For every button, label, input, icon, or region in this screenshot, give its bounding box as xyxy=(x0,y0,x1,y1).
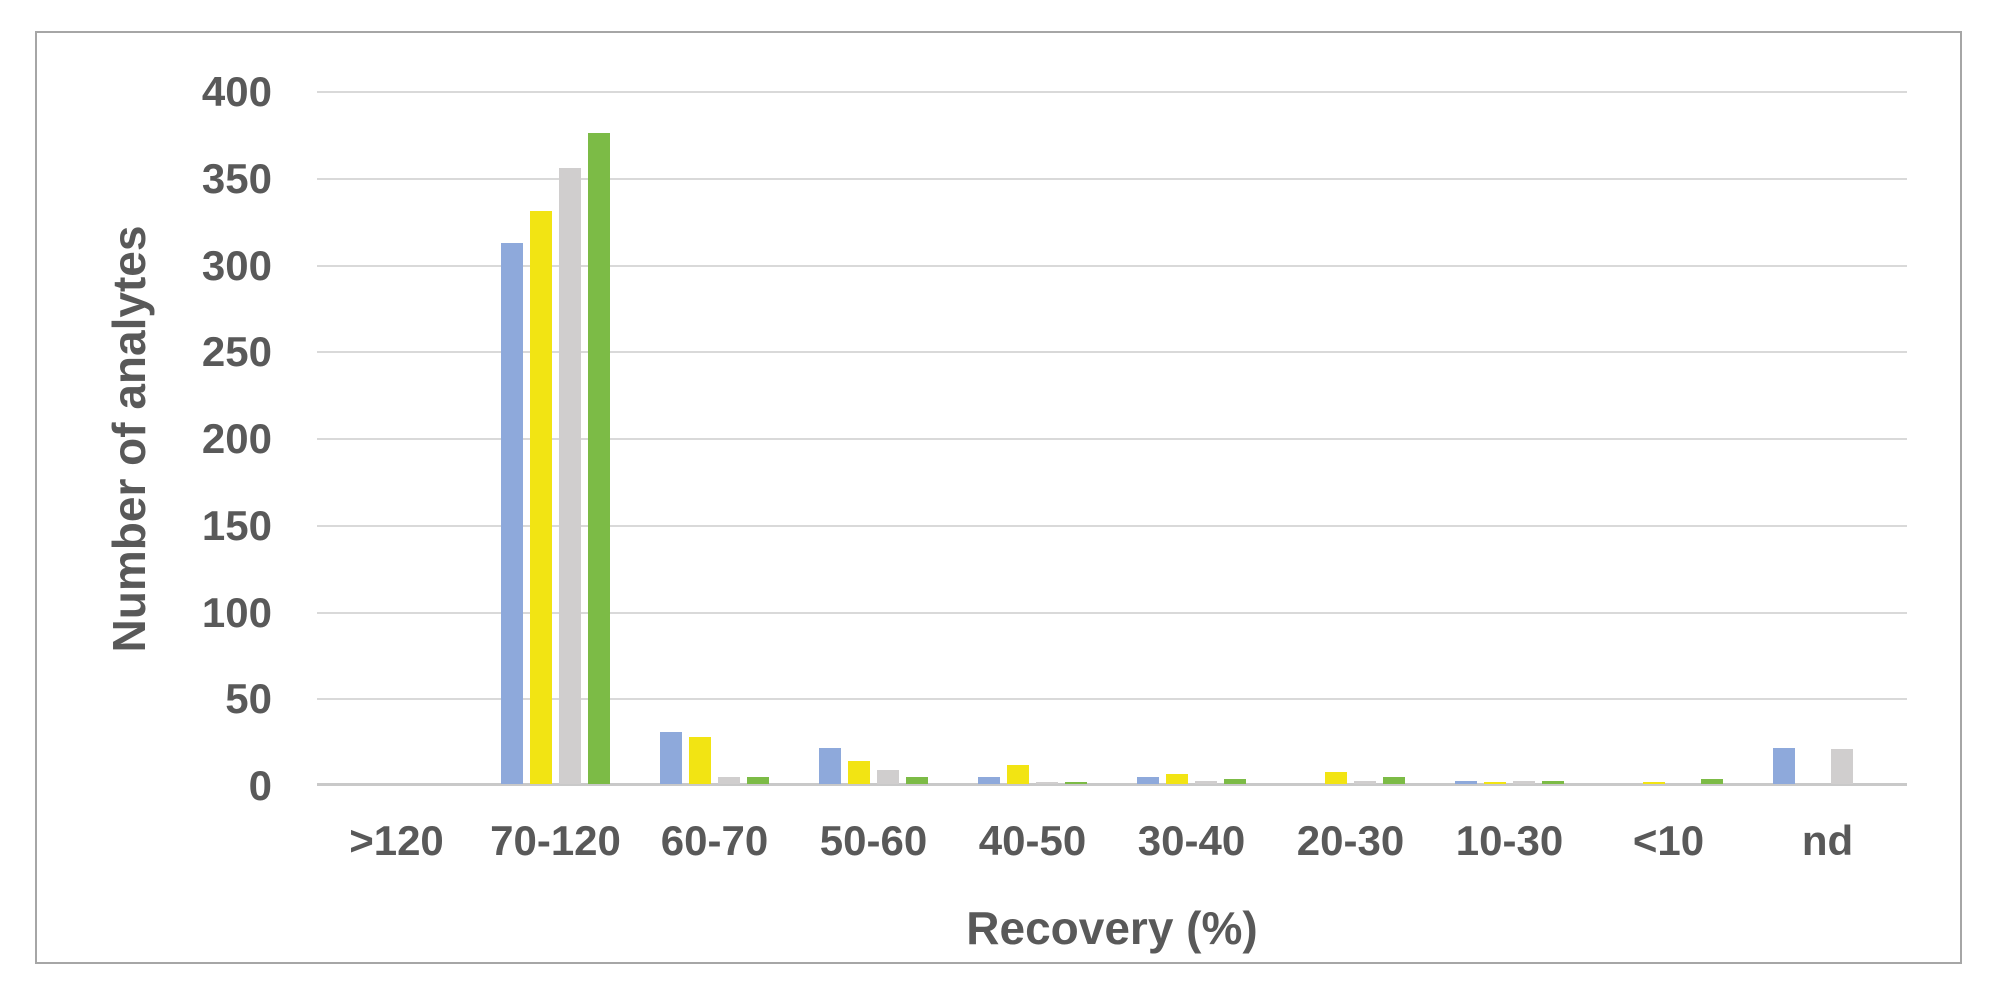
gridline-350 xyxy=(317,177,1907,180)
x-axis-title: Recovery (%) xyxy=(966,902,1258,954)
x-tick-label-20-30: 20-30 xyxy=(1296,817,1405,864)
bar-series-yellow-60-70 xyxy=(689,737,711,784)
bar-series-green-70-120 xyxy=(588,133,610,784)
bar-series-gray-60-70 xyxy=(718,777,740,784)
bar-series-green-10-30 xyxy=(1542,780,1564,784)
y-tick-label-0: 0 xyxy=(248,762,272,809)
bar-series-blue-30-40 xyxy=(1137,777,1159,784)
bar-series-yellow-30-40 xyxy=(1166,773,1188,784)
bar-series-gray-20-30 xyxy=(1354,780,1376,784)
bar-series-green-40-50 xyxy=(1065,782,1087,784)
x-tick-label->120: >120 xyxy=(349,817,444,864)
y-tick-label-100: 100 xyxy=(201,588,272,636)
chart-frame: Number of analytes 400 350 300 250 200 150 100… xyxy=(35,31,1962,964)
bar-series-blue-70-120 xyxy=(501,242,523,784)
bar-series-yellow-<10 xyxy=(1643,782,1665,784)
bar-series-gray-50-60 xyxy=(877,770,899,784)
bar-series-gray-nd xyxy=(1831,749,1853,784)
y-tick-label-250: 250 xyxy=(201,328,272,376)
x-tick-label-30-40: 30-40 xyxy=(1137,817,1246,864)
bar-series-yellow-10-30 xyxy=(1484,782,1506,784)
bar-series-gray-40-50 xyxy=(1036,782,1058,784)
x-tick-label-60-70: 60-70 xyxy=(660,817,769,864)
x-tick-label-40-50: 40-50 xyxy=(978,817,1087,864)
bar-series-green-50-60 xyxy=(906,777,928,784)
y-tick-label-50: 50 xyxy=(225,675,272,723)
bar-series-green-30-40 xyxy=(1224,778,1246,784)
y-tick-label-200: 200 xyxy=(201,415,272,462)
bar-series-gray-70-120 xyxy=(559,168,581,784)
bar-series-green-20-30 xyxy=(1383,777,1405,784)
x-tick-label-70-120: 70-120 xyxy=(490,817,621,864)
gridline-150 xyxy=(317,524,1907,527)
bar-series-gray-30-40 xyxy=(1195,780,1217,784)
x-tick-label-<10: <10 xyxy=(1632,817,1705,864)
bar-series-yellow-20-30 xyxy=(1325,771,1347,784)
gridline-300 xyxy=(317,264,1907,267)
bar-series-blue-40-50 xyxy=(978,777,1000,784)
y-tick-label-150: 150 xyxy=(201,501,272,549)
bar-series-blue-nd xyxy=(1773,747,1795,784)
bar-series-yellow-70-120 xyxy=(530,211,552,784)
gridline-50 xyxy=(317,698,1907,701)
y-tick-label-300: 300 xyxy=(201,241,272,289)
bar-series-yellow-50-60 xyxy=(848,761,870,784)
bar-series-green-60-70 xyxy=(747,777,769,784)
x-tick-label-50-60: 50-60 xyxy=(819,817,928,864)
plot-area xyxy=(317,91,1907,786)
x-axis-line xyxy=(317,783,1907,786)
bar-series-yellow-40-50 xyxy=(1007,764,1029,784)
bar-series-gray-10-30 xyxy=(1513,780,1535,784)
gridline-250 xyxy=(317,351,1907,354)
bar-series-blue-50-60 xyxy=(819,747,841,784)
x-tick-label-10-30: 10-30 xyxy=(1455,817,1564,864)
bar-series-green-<10 xyxy=(1701,778,1723,784)
x-tick-label-nd: nd xyxy=(1801,817,1854,864)
gridline-400 xyxy=(317,91,1907,93)
y-tick-label-400: 400 xyxy=(201,68,272,115)
bar-series-blue-10-30 xyxy=(1455,780,1477,784)
bar-series-blue-60-70 xyxy=(660,731,682,784)
y-tick-label-350: 350 xyxy=(201,154,272,202)
gridline-200 xyxy=(317,438,1907,440)
gridline-100 xyxy=(317,611,1907,614)
